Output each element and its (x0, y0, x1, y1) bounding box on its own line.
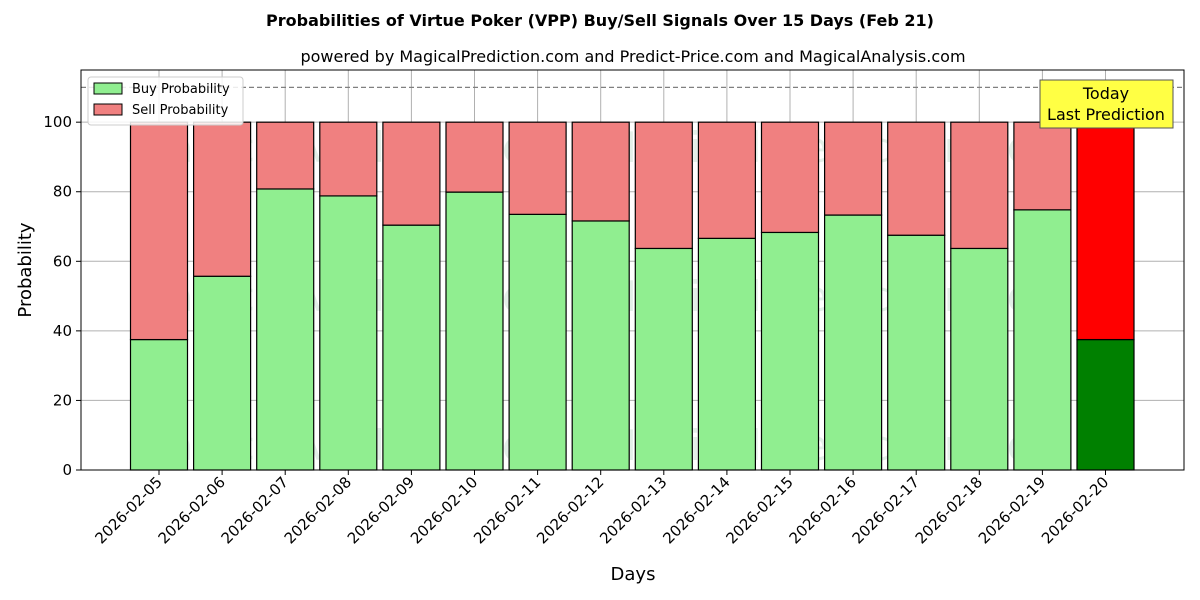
plot-frame (80, 69, 1185, 471)
bars-layer (129, 121, 1135, 471)
annotation-line: Today (1082, 84, 1129, 103)
sell-bar (571, 121, 630, 222)
sell-bar (382, 121, 441, 226)
annotation-line: Last Prediction (1047, 105, 1165, 124)
sell-bar (129, 121, 189, 341)
sell-bar (823, 121, 883, 216)
buy-bar (887, 234, 946, 471)
buy-bar (950, 247, 1009, 471)
sell-bar (193, 121, 252, 277)
buy-bar (634, 247, 693, 471)
buy-bar (1013, 209, 1072, 471)
buy-bar (508, 213, 567, 471)
y-tick-label: 60 (53, 252, 72, 270)
sell-bar (256, 121, 315, 190)
buy-bar (319, 195, 378, 471)
sell-bar (697, 121, 757, 239)
legend-swatch (93, 82, 123, 95)
y-tick-label: 80 (53, 183, 72, 201)
y-tick-label: 40 (53, 322, 72, 340)
sell-bar (887, 121, 946, 236)
buy-bar (193, 275, 252, 471)
today-annotation: Today Last Prediction (1039, 79, 1174, 129)
buy-bar (823, 214, 883, 471)
sell-bar (634, 121, 693, 250)
legend-box (87, 76, 244, 126)
y-tick-label: 20 (53, 391, 72, 409)
buy-bar (571, 220, 630, 471)
chart-title: Probabilities of Virtue Poker (VPP) Buy/… (266, 11, 934, 30)
sell-bar (319, 121, 378, 197)
annotation-box (1039, 79, 1174, 129)
y-axis-label: Probability (15, 222, 36, 317)
legend-label: Buy Probability (132, 82, 230, 97)
legend-label: Sell Probability (132, 103, 229, 118)
y-axis: 0 20 40 60 80 100 (43, 113, 81, 479)
buy-bar (760, 231, 820, 471)
buy-bar (445, 191, 504, 471)
buy-bar (382, 224, 441, 471)
sell-bar (1013, 121, 1072, 211)
buy-bar (1076, 338, 1135, 471)
buy-bar (129, 338, 189, 471)
sell-bar (508, 121, 567, 215)
buy-bar (697, 237, 757, 471)
y-tick-label: 0 (62, 461, 72, 479)
sell-bar (760, 121, 820, 234)
sell-bar (1076, 121, 1135, 341)
legend-swatch (93, 103, 123, 116)
legend: Buy Probability Sell Probability (87, 76, 244, 126)
x-axis-label: Days (611, 564, 656, 585)
sell-bar (950, 121, 1009, 250)
sell-bar (445, 121, 504, 193)
y-tick-label: 100 (43, 113, 72, 131)
buy-bar (256, 188, 315, 471)
chart-subtitle: powered by MagicalPrediction.com and Pre… (300, 47, 965, 66)
